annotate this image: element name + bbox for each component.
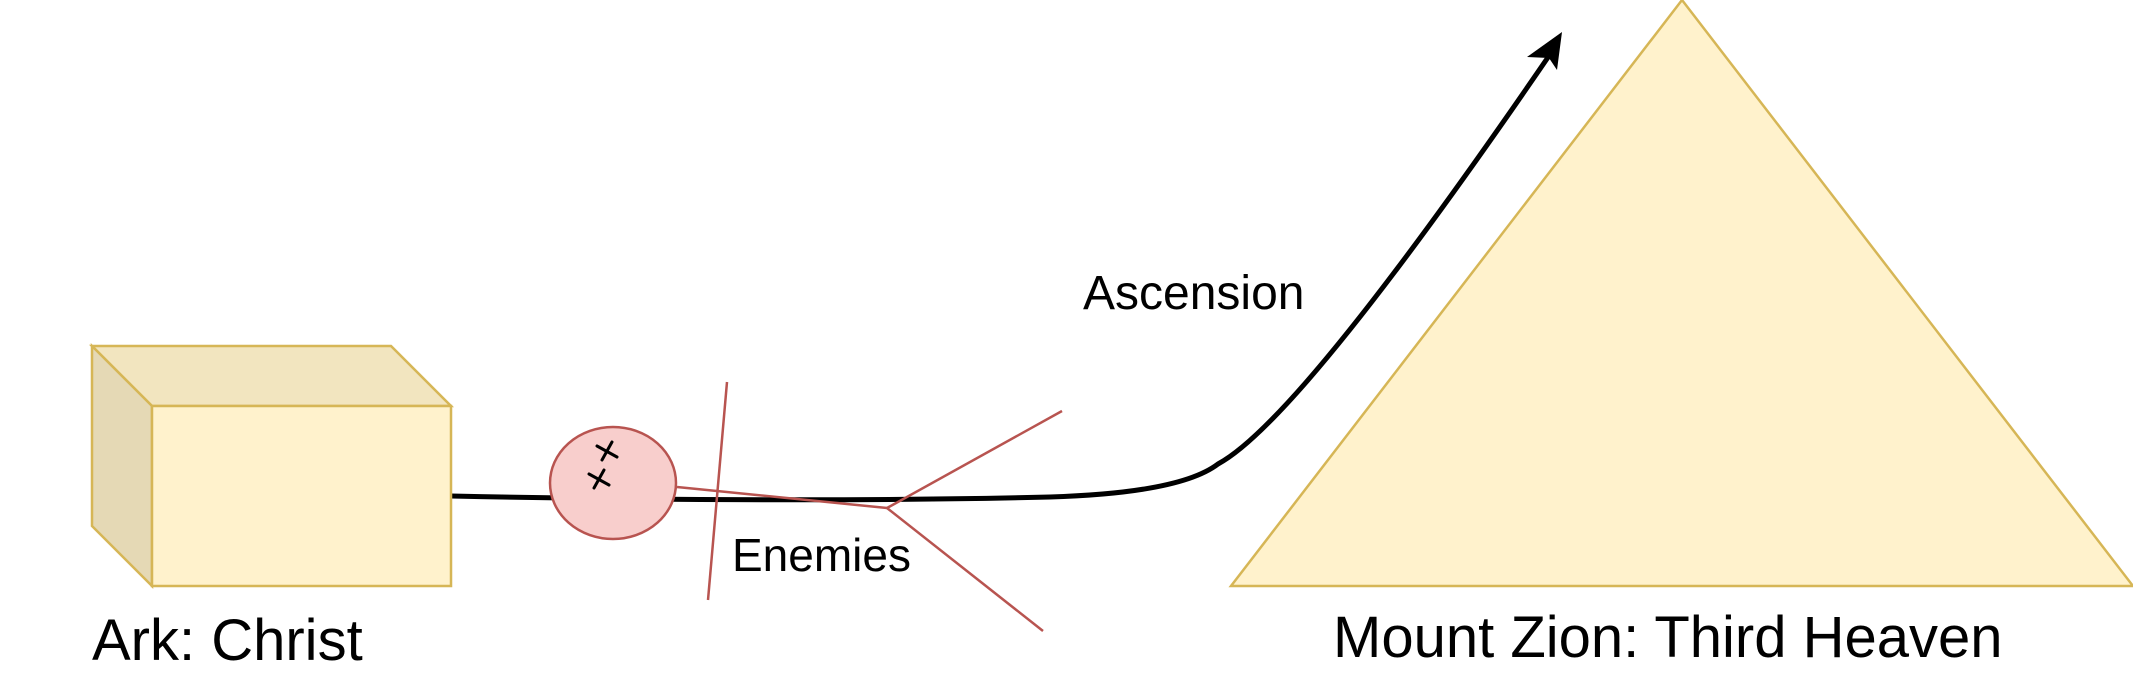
ark-cube-icon[interactable] xyxy=(88,342,455,590)
ark-label: Ark: Christ xyxy=(92,608,363,673)
enemies-label: Enemies xyxy=(732,529,911,581)
ark-cube-top-face xyxy=(88,344,455,408)
ascension-arrowhead-icon xyxy=(1527,32,1562,70)
mount-zion-triangle-icon[interactable] xyxy=(1228,0,2133,588)
mount-zion-label: Mount Zion: Third Heaven xyxy=(1333,605,2003,670)
ark-cube-front-face xyxy=(150,404,453,588)
enemies-circle-with-crosses-icon[interactable] xyxy=(548,425,678,541)
enemy-circle xyxy=(548,425,678,541)
cross-icon xyxy=(595,440,619,462)
enemies-lines xyxy=(676,381,1063,632)
ascension-path[interactable] xyxy=(448,47,1556,503)
cross-icon xyxy=(587,468,611,490)
ascension-label: Ascension xyxy=(1083,267,1305,320)
